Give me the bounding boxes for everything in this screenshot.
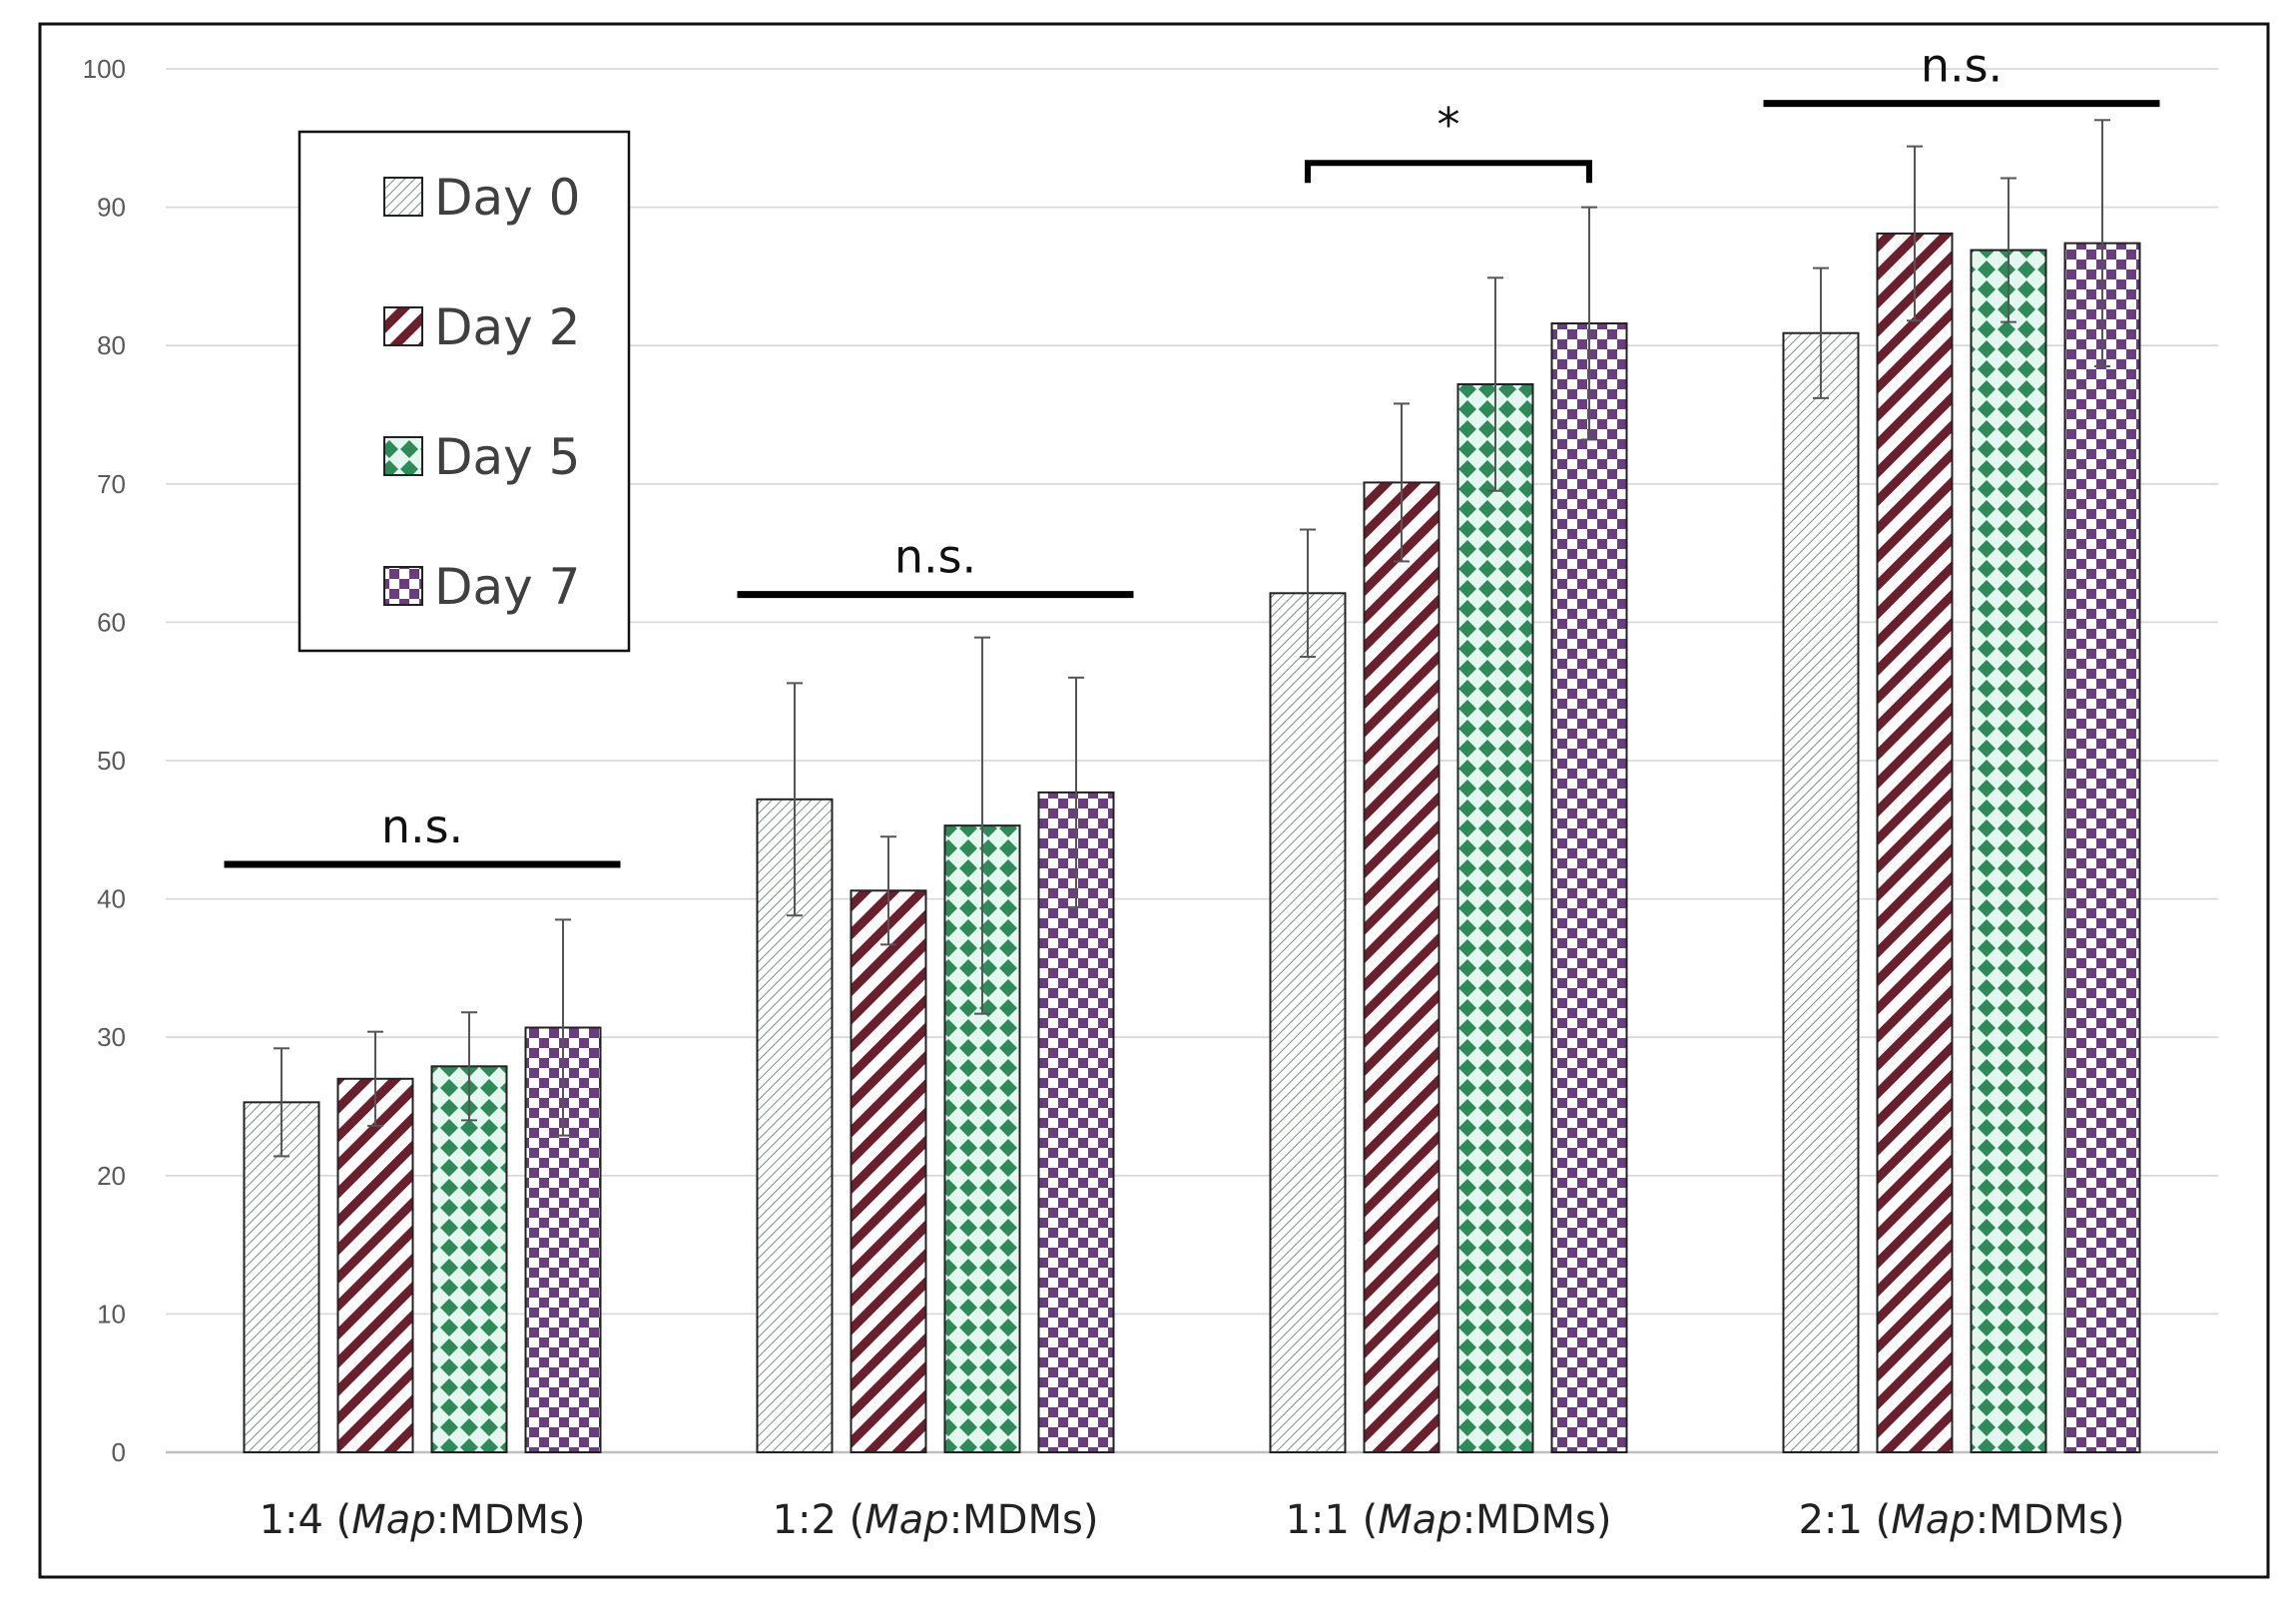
- bar: [1876, 232, 1954, 1454]
- significance-label: n.s.: [381, 800, 463, 853]
- significance-bracket: [1305, 160, 1592, 184]
- significance-label: *: [1437, 98, 1460, 152]
- x-axis-categories: 1:4 (Map:MDMs) 1:2 (Map:MDMs) 1:1 (Map:MDM…: [260, 1497, 2125, 1543]
- error-bar: [1068, 676, 1084, 908]
- legend-item: Day 5: [383, 428, 580, 486]
- bar: [1550, 322, 1628, 1453]
- y-tick-label: 80: [97, 330, 126, 360]
- y-tick-label: 100: [83, 54, 126, 84]
- y-tick-label: 90: [97, 193, 126, 223]
- significance-annotations: n.s. n.s. * n.s.: [224, 39, 2160, 868]
- significance-annotation: *: [1305, 98, 1592, 184]
- error-bar: [461, 1011, 477, 1122]
- error-bar: [1581, 206, 1597, 441]
- legend-item: Day 0: [383, 169, 580, 227]
- bar: [2063, 242, 2141, 1454]
- significance-label: n.s.: [894, 530, 976, 584]
- error-bar: [274, 1047, 289, 1158]
- legend-label: Day 0: [434, 169, 580, 227]
- error-bar: [367, 1030, 383, 1127]
- bar: [1269, 592, 1347, 1453]
- bar: [1456, 383, 1534, 1453]
- bar: [850, 889, 927, 1453]
- bar: [336, 1077, 414, 1454]
- error-bar: [880, 835, 896, 946]
- bar: [1782, 331, 1860, 1454]
- error-bar: [1394, 402, 1410, 563]
- y-tick-label: 60: [97, 607, 126, 637]
- y-tick-label: 50: [97, 746, 126, 776]
- x-category-label: 1:4 (Map:MDMs): [260, 1497, 586, 1543]
- x-category-label: 1:2 (Map:MDMs): [773, 1497, 1099, 1543]
- y-tick-label: 0: [112, 1437, 126, 1467]
- legend-label: Day 2: [434, 298, 580, 356]
- significance-annotation: n.s.: [224, 800, 621, 868]
- y-axis-ticks: 0 10 20 30 40 50 60 70 80 90 100: [83, 54, 126, 1467]
- legend: Day 0 Day 2 Day 5 Day 7: [297, 130, 631, 653]
- significance-annotation: n.s.: [737, 530, 1134, 599]
- error-bar: [2094, 119, 2110, 367]
- legend-item: Day 2: [383, 298, 580, 356]
- legend-swatch: [383, 177, 423, 217]
- y-tick-label: 30: [97, 1022, 126, 1052]
- error-bar: [1487, 276, 1503, 492]
- significance-annotation: n.s.: [1763, 39, 2160, 108]
- error-bar: [2001, 177, 2016, 323]
- error-bar: [787, 682, 803, 917]
- bar: [430, 1065, 508, 1454]
- bars: [243, 232, 2141, 1454]
- bar: [1363, 481, 1440, 1453]
- error-bar: [974, 636, 990, 1015]
- x-category-label: 1:1 (Map:MDMs): [1286, 1497, 1612, 1543]
- error-bar: [1813, 267, 1829, 399]
- error-bar: [1300, 528, 1316, 659]
- legend-box: [297, 130, 631, 653]
- bar: [243, 1101, 320, 1454]
- y-tick-label: 70: [97, 469, 126, 499]
- legend-item: Day 7: [383, 558, 580, 616]
- legend-label: Day 5: [434, 428, 580, 486]
- legend-swatch: [383, 306, 423, 346]
- legend-swatch: [383, 566, 423, 606]
- x-category-label: 2:1 (Map:MDMs): [1799, 1497, 2125, 1543]
- bar: [1970, 249, 2047, 1453]
- significance-label: n.s.: [1921, 39, 2003, 93]
- legend-label: Day 7: [434, 558, 580, 616]
- legend-swatch: [383, 436, 423, 476]
- error-bars: [274, 119, 2110, 1158]
- y-tick-label: 10: [97, 1299, 126, 1329]
- y-tick-label: 40: [97, 884, 126, 914]
- y-tick-label: 20: [97, 1161, 126, 1191]
- error-bar: [555, 918, 571, 1137]
- error-bar: [1907, 145, 1923, 322]
